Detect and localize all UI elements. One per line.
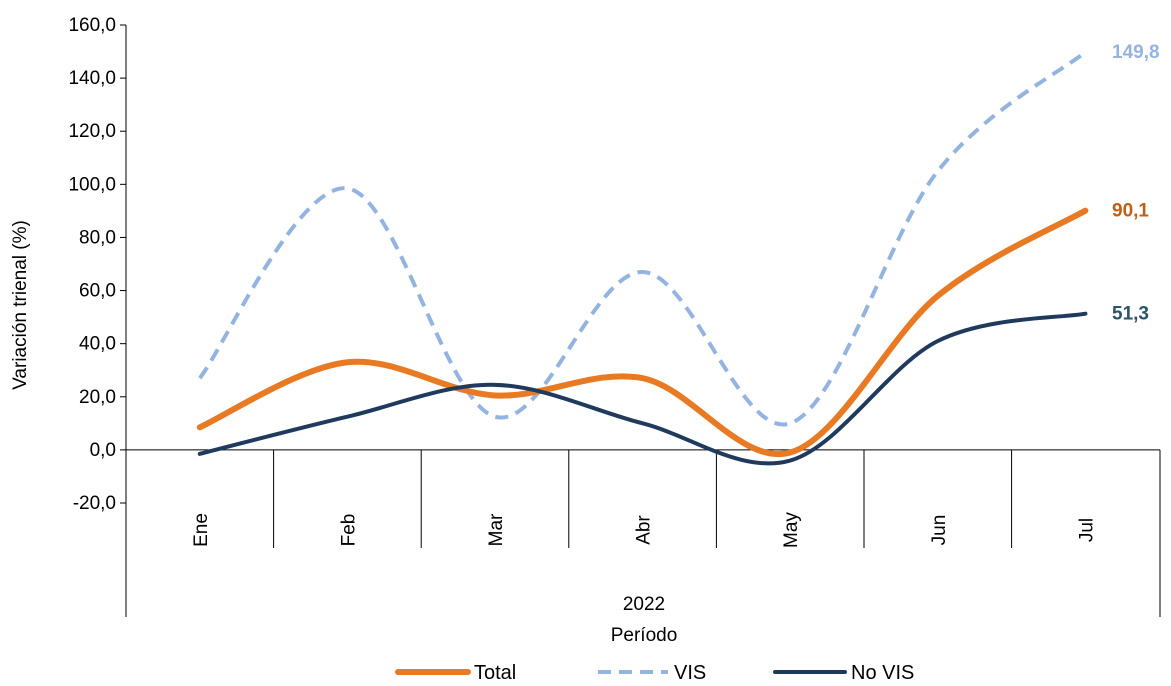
- x-axis-title: Período: [611, 625, 678, 646]
- series-line-total: [196, 207, 1089, 458]
- x-tick-label: Jun: [929, 515, 950, 546]
- series-line-vis: [198, 50, 1087, 427]
- x-tick-label: Jul: [1076, 518, 1097, 542]
- series-line-no-vis: [197, 311, 1088, 466]
- data-label-vis: 149,8: [1112, 42, 1160, 63]
- x-tick-label: Mar: [486, 513, 507, 546]
- group-label: 2022: [623, 594, 665, 615]
- x-tick-label: May: [781, 512, 802, 548]
- legend: Total VIS No VIS: [395, 662, 914, 684]
- y-tick-label: 0,0: [90, 440, 116, 461]
- y-tick-label: -20,0: [73, 493, 116, 514]
- data-label-total: 90,1: [1112, 201, 1149, 222]
- y-tick-label: 120,0: [68, 121, 116, 142]
- y-tick-label: 100,0: [68, 174, 116, 195]
- y-tick-label: 60,0: [79, 281, 116, 302]
- y-tick-label: 140,0: [68, 68, 116, 89]
- legend-label-no-vis: No VIS: [851, 662, 914, 684]
- legend-label-total: Total: [474, 662, 516, 684]
- data-label-no-vis: 51,3: [1112, 304, 1149, 325]
- x-tick-label: Feb: [338, 514, 359, 547]
- plot-area: -20,0 0,0 20,0 40,0 60,0 80,0 100,0 120,0 140,0 1…: [68, 15, 1161, 617]
- y-tick-label: 80,0: [79, 227, 116, 248]
- x-tick-label: Abr: [634, 515, 655, 545]
- y-tick-label: 40,0: [79, 334, 116, 355]
- y-axis-title: Variación trienal (%): [10, 220, 31, 390]
- y-tick-label: 20,0: [79, 387, 116, 408]
- x-tick-label: Ene: [191, 513, 212, 547]
- y-tick-label: 160,0: [68, 15, 116, 36]
- legend-label-vis: VIS: [674, 662, 706, 684]
